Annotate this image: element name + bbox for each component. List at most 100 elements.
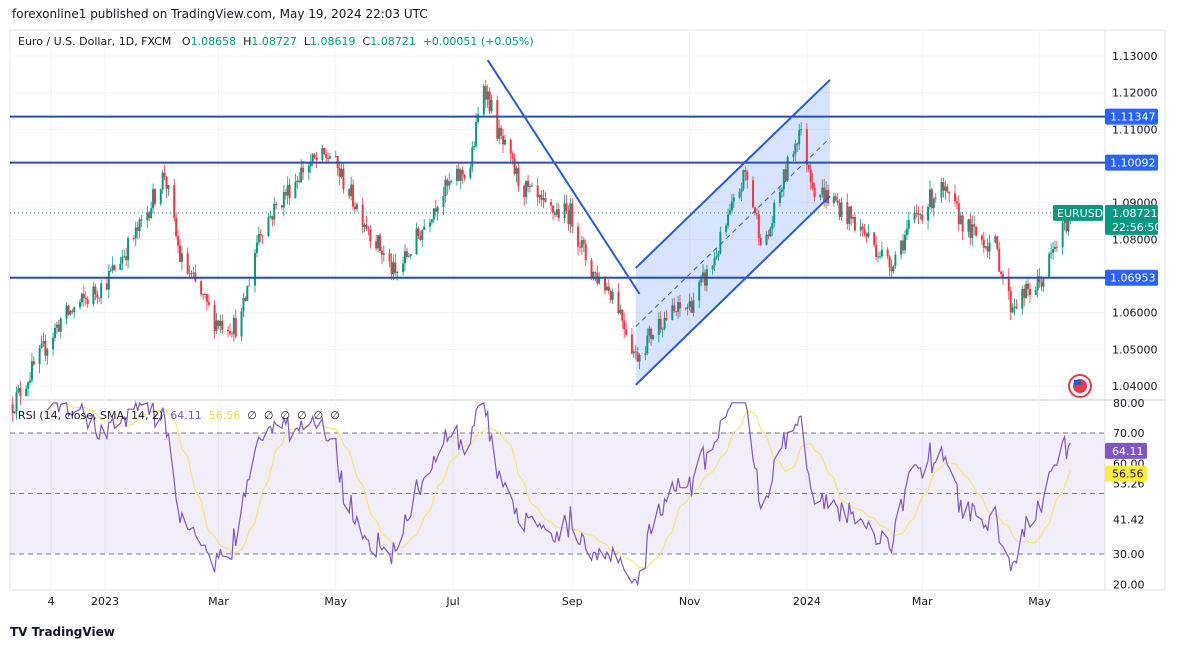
candle-body xyxy=(361,204,364,227)
empty-value: ∅ xyxy=(263,409,274,422)
candle-body xyxy=(646,335,649,354)
candle-body xyxy=(67,305,70,315)
candle-body xyxy=(240,311,243,337)
candle-body xyxy=(700,276,703,283)
candle-body xyxy=(325,154,328,159)
candle-body xyxy=(742,170,745,189)
candle-body xyxy=(663,317,666,329)
price-tick-label: 1.04000 xyxy=(1112,380,1158,393)
candle-body xyxy=(959,215,962,225)
candle-body xyxy=(421,229,424,240)
candle-body xyxy=(757,214,760,239)
rsi-sma-value: 56.56 xyxy=(208,409,241,422)
candle-body xyxy=(1052,248,1055,253)
candle-body xyxy=(638,354,641,362)
candle-body xyxy=(342,168,345,190)
candle-body xyxy=(1015,306,1018,309)
candle-body xyxy=(219,320,222,326)
candle-body xyxy=(728,210,731,215)
candle-body xyxy=(675,311,678,313)
candle-body xyxy=(473,145,476,148)
ohlc-legend: Euro / U.S. Dollar, 1D, FXCM O1.08658 H1… xyxy=(18,35,534,48)
candle-body xyxy=(811,181,814,188)
candle-body xyxy=(946,186,949,192)
x-tick-label: Jul xyxy=(445,595,459,608)
candle-body xyxy=(528,186,531,188)
candle-body xyxy=(971,224,974,238)
candle-body xyxy=(352,184,355,207)
candle-body xyxy=(323,147,326,155)
candle-body xyxy=(953,193,956,202)
rsi-value: 64.11 xyxy=(170,409,202,422)
candle-body xyxy=(269,216,272,218)
chart-frame xyxy=(9,29,1166,591)
candle-body xyxy=(27,382,30,389)
candle-body xyxy=(423,226,426,230)
price-tick-label: 1.12000 xyxy=(1112,87,1158,100)
candle-body xyxy=(54,327,57,338)
candle-body xyxy=(136,227,139,231)
candle-body xyxy=(382,253,385,255)
candle-body xyxy=(65,305,68,319)
candle-body xyxy=(973,224,976,227)
candle-body xyxy=(834,196,837,201)
candle-body xyxy=(980,235,983,240)
rsi-tick-label: 30.00 xyxy=(1113,548,1145,561)
candle-body xyxy=(1011,307,1014,313)
candle-body xyxy=(555,209,558,215)
candle-body xyxy=(632,351,635,354)
candle-body xyxy=(55,324,58,328)
candle-body xyxy=(836,200,839,204)
candle-body xyxy=(294,181,297,199)
candle-body xyxy=(1002,274,1005,278)
candle-body xyxy=(582,240,585,244)
candle-body xyxy=(457,168,460,181)
candle-body xyxy=(311,154,314,163)
candle-body xyxy=(513,158,516,174)
candle-body xyxy=(180,253,183,262)
candle-body xyxy=(390,261,393,275)
candle-body xyxy=(892,265,895,272)
tradingview-logo[interactable]: 𝗧𝗩 TradingView xyxy=(10,625,115,639)
candle-body xyxy=(553,212,556,215)
candle-body xyxy=(442,196,445,208)
candle-body xyxy=(765,234,768,245)
rsi-value-badge xyxy=(1105,442,1147,459)
level-price-badge xyxy=(1105,269,1158,286)
candle-body xyxy=(348,189,351,197)
candle-body xyxy=(732,197,735,202)
price-tick-label: 1.08000 xyxy=(1112,233,1158,246)
candle-body xyxy=(890,267,893,272)
price-tick-label: 1.13000 xyxy=(1112,50,1158,63)
candle-body xyxy=(725,225,728,232)
candle-body xyxy=(550,201,553,206)
candle-body xyxy=(498,127,501,139)
candle-body xyxy=(744,170,747,172)
candle-body xyxy=(419,235,422,240)
candle-body xyxy=(509,139,512,154)
low-value: 1.08619 xyxy=(310,35,356,48)
candle-body xyxy=(19,387,22,396)
candle-body xyxy=(340,168,343,177)
candle-body xyxy=(321,147,324,160)
candle-body xyxy=(163,172,166,178)
candle-body xyxy=(928,189,931,208)
candle-body xyxy=(784,169,787,181)
candle-body xyxy=(819,194,822,198)
candle-body xyxy=(671,305,674,320)
candle-body xyxy=(861,226,864,230)
candle-body xyxy=(148,212,151,219)
candle-body xyxy=(607,286,610,291)
candle-body xyxy=(996,236,999,249)
current-price-label: 1.08721 xyxy=(1112,207,1158,220)
candle-body xyxy=(907,219,910,229)
candle-body xyxy=(469,167,472,178)
candle-body xyxy=(46,349,49,356)
low-label: L xyxy=(303,35,311,48)
candle-body xyxy=(688,301,691,308)
candle-body xyxy=(84,297,87,300)
candle-body xyxy=(821,187,824,195)
candle-body xyxy=(367,228,370,230)
candle-body xyxy=(1061,222,1064,248)
